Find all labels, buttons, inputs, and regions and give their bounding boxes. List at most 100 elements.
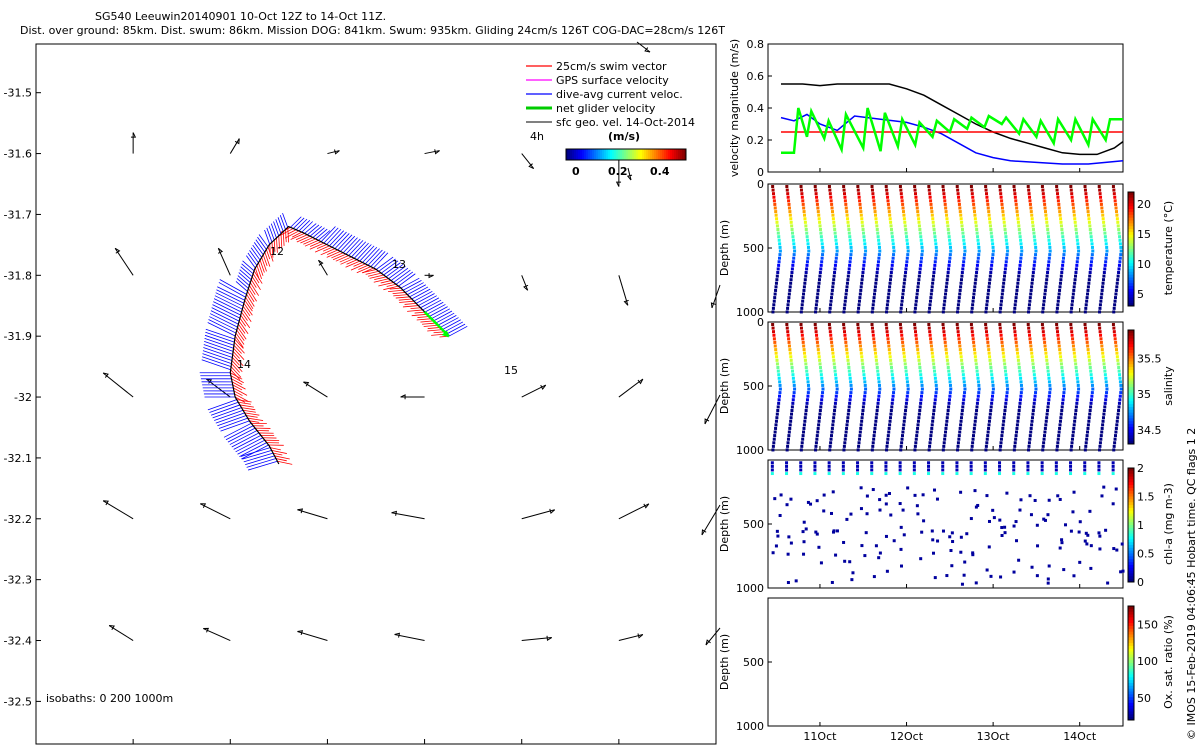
dive-avg-current-vector: [301, 221, 313, 233]
profile-sample: [901, 340, 905, 344]
profile-sample: [1031, 220, 1035, 224]
profile-sample: [1004, 231, 1008, 235]
profile-sample: [931, 419, 935, 423]
profile-sample: [819, 373, 823, 377]
profile-sample: [1083, 310, 1087, 314]
geostrophic-vector-shaft: [618, 275, 629, 306]
profile-sample: [1059, 355, 1063, 359]
colorbar-cell: [1128, 516, 1134, 520]
profile-sample: [932, 271, 936, 275]
profile-sample: [976, 256, 980, 260]
profile-sample: [943, 437, 947, 441]
dive-avg-current-vector: [385, 264, 404, 278]
profile-sample: [799, 326, 803, 330]
profile-sample: [915, 430, 919, 434]
profile-sample: [818, 274, 822, 278]
profile-sample: [805, 398, 809, 402]
colorbar-cell: [1128, 708, 1134, 712]
profile-sample: [1103, 369, 1107, 373]
swim-vector: [304, 239, 319, 247]
profile-sample: [913, 188, 917, 192]
geostrophic-vector-head: [391, 510, 398, 516]
profile-sample: [1112, 310, 1116, 314]
profile-sample: [1072, 348, 1076, 352]
profile-sample: [1031, 366, 1035, 370]
swim-vector: [345, 260, 360, 268]
colorbar-cell: [1128, 573, 1134, 577]
profile-sample: [934, 391, 938, 395]
chl-sample-top: [1054, 461, 1058, 465]
profile-sample: [891, 398, 895, 402]
profile-sample: [802, 210, 806, 214]
chl-sample: [1003, 525, 1007, 529]
profile-sample: [944, 292, 948, 296]
profile-sample: [875, 224, 879, 228]
chl-sample-top: [1012, 468, 1016, 472]
profile-sample: [918, 366, 922, 370]
profile-sample: [960, 220, 964, 224]
profile-sample: [887, 292, 891, 296]
profile-sample: [941, 310, 945, 314]
profile-sample: [946, 274, 950, 278]
map-xtick-label: 113.6: [312, 748, 344, 750]
profile-sample: [1115, 285, 1119, 289]
profile-sample: [847, 369, 851, 373]
swim-vector: [256, 265, 262, 279]
profile-sample: [1101, 419, 1105, 423]
profile-sample: [1045, 416, 1049, 420]
profile-sample: [971, 303, 975, 307]
swim-vector: [422, 322, 436, 325]
profile-sample: [802, 288, 806, 292]
profile-sample: [906, 253, 910, 257]
profile-sample: [1029, 348, 1033, 352]
profile-sample: [872, 296, 876, 300]
profile-sample: [944, 344, 948, 348]
profile-sample: [862, 238, 866, 242]
profile-sample: [915, 292, 919, 296]
profile-sample: [1032, 369, 1036, 373]
profile-sample: [1015, 288, 1019, 292]
profile-sample: [1058, 281, 1062, 285]
profile-sample: [1000, 340, 1004, 344]
geostrophic-vector: [521, 384, 547, 398]
chl-sample: [835, 529, 839, 533]
chl-sample: [832, 530, 836, 534]
profile-sample: [777, 263, 781, 267]
map-colorbar-cell: [602, 149, 605, 160]
chl-sample: [930, 529, 934, 533]
profile-sample: [962, 256, 966, 260]
profile-sample: [800, 441, 804, 445]
profile-sample: [821, 383, 825, 387]
profile-sample: [1027, 448, 1031, 452]
profile-sample: [832, 362, 836, 366]
colorbar-cell: [1128, 570, 1134, 574]
colorbar-tick-label: 0.5: [1137, 548, 1155, 561]
profile-sample: [1042, 199, 1046, 203]
profile-sample: [1102, 362, 1106, 366]
profile-sample: [946, 271, 950, 275]
profile-sample: [960, 228, 964, 232]
chl-sample-top: [770, 468, 774, 472]
velocity-ytick-label: 0.2: [747, 134, 765, 147]
profile-sample: [935, 249, 939, 253]
profile-sample: [876, 398, 880, 402]
profile-sample: [899, 188, 903, 192]
profile-sample: [828, 330, 832, 334]
colorbar-cell: [1128, 401, 1134, 405]
depth-ylabel: Depth (m): [718, 220, 731, 276]
chl-sample: [898, 502, 902, 506]
colorbar-cell: [1128, 234, 1134, 239]
profile-sample: [1061, 398, 1065, 402]
geostrophic-vector-shaft: [521, 153, 535, 169]
profile-sample: [999, 330, 1003, 334]
profile-sample: [931, 416, 935, 420]
profile-sample: [776, 366, 780, 370]
profile-sample: [771, 310, 775, 314]
colorbar-cell: [1128, 579, 1134, 583]
profile-sample: [971, 441, 975, 445]
profile-sample: [844, 292, 848, 296]
profile-sample: [932, 405, 936, 409]
profile-sample: [942, 306, 946, 310]
profile-sample: [1099, 333, 1103, 337]
swim-vector: [416, 318, 432, 321]
